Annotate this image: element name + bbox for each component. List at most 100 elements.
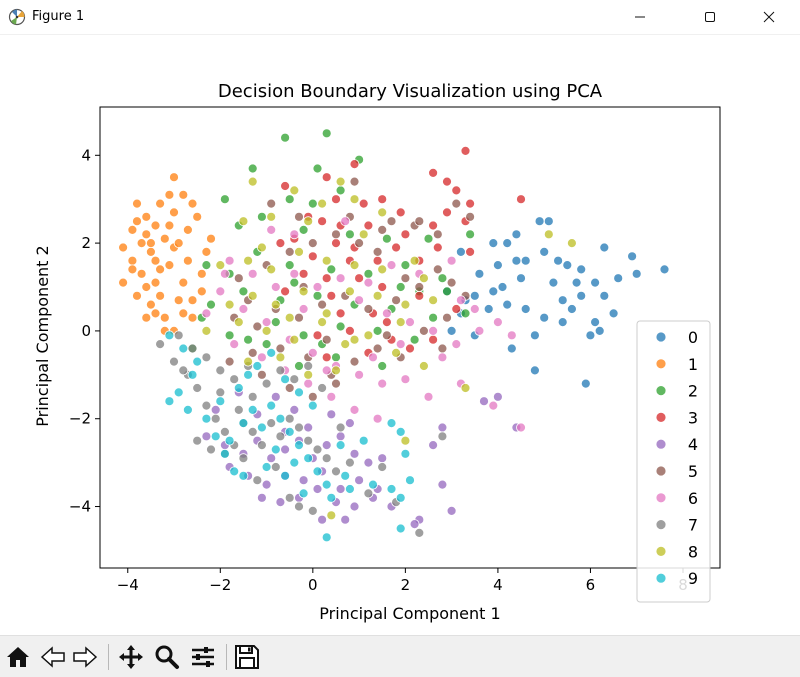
data-point-class-2 — [261, 339, 272, 350]
x-tick-label: −4 — [117, 576, 139, 594]
forward-button[interactable] — [72, 644, 98, 670]
forward-icon — [73, 646, 98, 668]
data-point-class-2 — [377, 361, 388, 371]
data-point-class-0 — [553, 255, 563, 266]
minimize-button[interactable] — [617, 0, 663, 34]
data-point-class-3 — [312, 330, 323, 341]
data-point-class-8 — [238, 216, 249, 227]
plot-frame — [99, 106, 721, 569]
data-point-class-0 — [474, 268, 485, 279]
data-point-class-6 — [516, 422, 526, 433]
data-point-class-6 — [261, 317, 272, 328]
data-point-class-0 — [502, 238, 513, 249]
data-point-class-9 — [182, 404, 193, 415]
close-button[interactable] — [746, 0, 792, 34]
data-point-class-1 — [136, 268, 147, 279]
data-point-class-3 — [331, 238, 341, 249]
data-point-class-4 — [266, 453, 277, 464]
data-point-class-6 — [377, 378, 388, 389]
data-point-class-5 — [437, 343, 448, 354]
data-point-class-0 — [557, 295, 568, 306]
data-point-class-2 — [289, 277, 300, 288]
data-point-class-9 — [303, 453, 314, 464]
data-point-class-8 — [270, 299, 281, 310]
pan-button[interactable] — [118, 644, 144, 670]
configure-subplots-icon — [192, 647, 214, 667]
data-point-class-9 — [294, 440, 304, 451]
data-point-class-0 — [483, 304, 494, 314]
data-point-class-6 — [326, 391, 337, 402]
data-point-class-7 — [266, 418, 277, 429]
data-point-class-6 — [289, 229, 300, 240]
data-point-class-8 — [201, 325, 212, 336]
legend-marker-8 — [655, 546, 667, 557]
data-point-class-2 — [372, 325, 383, 336]
data-point-class-9 — [187, 369, 198, 380]
data-point-class-7 — [321, 453, 332, 464]
data-point-class-2 — [331, 352, 341, 363]
data-point-class-3 — [317, 216, 328, 227]
save-button[interactable] — [234, 644, 260, 670]
data-point-class-3 — [280, 181, 291, 191]
data-point-class-0 — [613, 273, 624, 284]
data-point-class-4 — [340, 514, 351, 525]
data-point-class-8 — [233, 317, 244, 328]
data-point-class-7 — [238, 453, 249, 464]
data-point-class-0 — [511, 255, 522, 266]
back-button[interactable] — [40, 644, 66, 670]
data-point-class-8 — [317, 317, 328, 328]
data-point-class-4 — [275, 497, 286, 508]
data-point-class-4 — [256, 492, 267, 503]
data-point-class-8 — [335, 176, 346, 187]
legend-label: 5 — [688, 462, 698, 481]
data-point-class-4 — [335, 431, 346, 442]
data-point-class-3 — [331, 194, 341, 205]
data-point-class-3 — [428, 220, 439, 231]
home-button[interactable] — [5, 644, 31, 670]
data-point-class-1 — [182, 224, 193, 235]
data-point-class-2 — [465, 229, 476, 240]
data-point-class-1 — [182, 255, 193, 266]
data-point-class-1 — [192, 211, 203, 222]
data-point-class-3 — [414, 290, 425, 301]
zoom-button[interactable] — [154, 644, 180, 670]
data-point-class-6 — [354, 295, 365, 306]
figure-canvas[interactable]: −4 −2 0 2 4 6 8 −4 −2 0 2 4 Decision Boundary Visu… — [0, 35, 800, 635]
legend-marker-3 — [655, 411, 667, 423]
data-point-class-1 — [201, 246, 212, 257]
data-point-class-1 — [118, 277, 128, 288]
data-point-class-6 — [270, 282, 281, 292]
data-point-class-5 — [247, 347, 258, 358]
data-point-class-7 — [178, 365, 189, 376]
data-point-class-3 — [400, 229, 411, 240]
configure-subplots-button[interactable] — [190, 644, 216, 670]
data-point-class-3 — [377, 194, 388, 205]
data-point-class-0 — [539, 246, 550, 257]
x-tick-label: 2 — [401, 576, 411, 594]
data-point-class-4 — [312, 484, 323, 494]
data-point-class-9 — [395, 523, 406, 534]
data-point-class-5 — [391, 295, 402, 306]
window-title: Figure 1 — [32, 9, 85, 24]
data-point-class-3 — [451, 304, 462, 314]
data-point-class-9 — [164, 396, 175, 407]
data-point-class-6 — [340, 216, 351, 227]
data-point-class-5 — [266, 198, 277, 209]
data-point-class-1 — [132, 216, 142, 227]
data-point-class-5 — [275, 343, 286, 354]
data-point-class-9 — [238, 418, 249, 429]
data-point-class-3 — [395, 207, 406, 218]
legend-label: 4 — [688, 435, 698, 454]
data-point-class-0 — [599, 242, 610, 253]
data-point-class-5 — [284, 246, 295, 257]
data-point-class-2 — [400, 260, 411, 271]
data-point-class-7 — [284, 413, 295, 424]
maximize-button[interactable] — [687, 0, 733, 34]
scatter-chart: −4 −2 0 2 4 6 8 −4 −2 0 2 4 Decision Boundary Visu… — [0, 35, 800, 635]
data-point-class-8 — [303, 216, 314, 227]
data-point-class-8 — [340, 339, 351, 350]
y-tick-label: 4 — [81, 146, 91, 164]
data-point-class-9 — [321, 479, 332, 490]
data-point-class-4 — [344, 418, 355, 429]
toolbar-separator — [226, 644, 227, 670]
